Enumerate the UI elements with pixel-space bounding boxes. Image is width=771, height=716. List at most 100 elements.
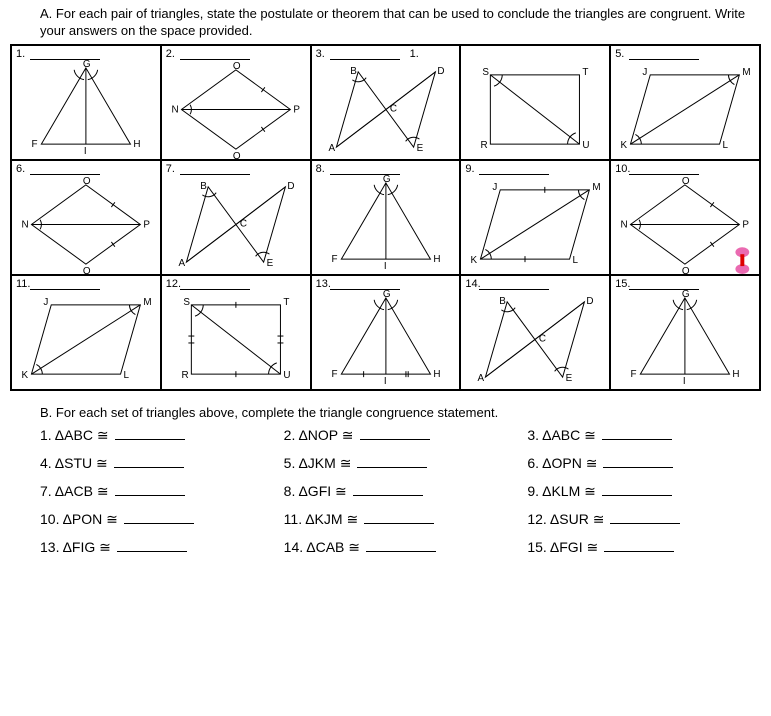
svg-text:O: O <box>83 176 91 187</box>
answer-blank[interactable] <box>629 48 699 60</box>
answer-blank[interactable] <box>479 163 549 175</box>
answer-blank[interactable] <box>330 163 400 175</box>
svg-text:E: E <box>266 258 273 269</box>
svg-text:T: T <box>583 67 589 78</box>
svg-text:G: G <box>383 290 391 300</box>
svg-text:T: T <box>283 297 289 308</box>
congruence-statement: 8. ΔGFI ≅ <box>284 482 518 500</box>
stmt-text: 12. ΔSUR ≅ <box>527 511 604 528</box>
answer-blank[interactable] <box>479 278 549 290</box>
stmt-text: 2. ΔNOP ≅ <box>284 427 354 444</box>
svg-text:I: I <box>384 261 387 272</box>
grid-cell: 15. G F I H <box>610 275 760 390</box>
svg-text:S: S <box>183 297 190 308</box>
congruence-statement: 10. ΔPON ≅ <box>40 510 274 528</box>
grid-cell: S T R U <box>460 45 610 160</box>
grid-cell: 5. J M K L <box>610 45 760 160</box>
stmt-text: 8. ΔGFI ≅ <box>284 483 347 500</box>
answer-blank[interactable] <box>180 278 250 290</box>
triangle-grid: 1. G F I H2. O P Q N3.1. B D A E C <box>10 44 761 391</box>
answer-blank[interactable] <box>180 163 250 175</box>
grid-cell: 8. G F I H <box>311 160 461 275</box>
svg-text:R: R <box>181 370 188 381</box>
stmt-blank[interactable] <box>602 426 672 440</box>
section-a-text: For each pair of triangles, state the po… <box>40 6 745 38</box>
stmt-text: 3. ΔABC ≅ <box>527 427 596 444</box>
svg-text:H: H <box>733 369 740 380</box>
svg-text:A: A <box>178 258 185 269</box>
svg-text:H: H <box>433 369 440 380</box>
cell-number: 1. <box>16 48 25 60</box>
svg-text:B: B <box>350 66 357 77</box>
stmt-blank[interactable] <box>114 454 184 468</box>
cell-number: 13. <box>316 278 331 290</box>
stmt-blank[interactable] <box>357 454 427 468</box>
grid-cell: 12. S T R U <box>161 275 311 390</box>
cell-number: 8. <box>316 163 325 175</box>
grid-cell: 9. J M K L <box>460 160 610 275</box>
svg-text:U: U <box>583 140 590 151</box>
stmt-text: 5. ΔJKM ≅ <box>284 455 352 472</box>
stmt-blank[interactable] <box>602 482 672 496</box>
stmt-blank[interactable] <box>115 482 185 496</box>
answer-blank[interactable] <box>330 278 400 290</box>
svg-text:A: A <box>328 143 335 154</box>
stmt-blank[interactable] <box>117 538 187 552</box>
svg-text:F: F <box>331 369 337 380</box>
stmt-text: 15. ΔFGI ≅ <box>527 539 598 556</box>
triangle-diagram: J M K L <box>12 290 160 389</box>
stmt-blank[interactable] <box>604 538 674 552</box>
congruence-statement: 12. ΔSUR ≅ <box>527 510 761 528</box>
grid-cell: 3.1. B D A E C <box>311 45 461 160</box>
answer-blank[interactable] <box>30 163 100 175</box>
answer-blank[interactable] <box>30 278 100 290</box>
svg-text:G: G <box>383 175 391 185</box>
cell-number: 14. <box>465 278 480 290</box>
svg-text:F: F <box>331 254 337 265</box>
grid-cell: 10. O P Q N <box>610 160 760 275</box>
statements-grid: 1. ΔABC ≅2. ΔNOP ≅3. ΔABC ≅4. ΔSTU ≅5. Δ… <box>40 426 761 556</box>
triangle-diagram: S T R U <box>461 60 609 159</box>
congruence-statement: 3. ΔABC ≅ <box>527 426 761 444</box>
cell-number: 7. <box>166 163 175 175</box>
svg-text:Q: Q <box>682 266 690 274</box>
svg-text:D: D <box>587 296 594 307</box>
stmt-blank[interactable] <box>366 538 436 552</box>
svg-text:P: P <box>293 104 300 115</box>
answer-blank[interactable] <box>330 48 400 60</box>
stmt-blank[interactable] <box>610 510 680 524</box>
svg-text:I: I <box>84 146 87 157</box>
svg-text:J: J <box>643 67 648 78</box>
stmt-blank[interactable] <box>115 426 185 440</box>
stmt-blank[interactable] <box>124 510 194 524</box>
triangle-diagram: G F I H <box>611 290 759 389</box>
answer-blank[interactable] <box>30 48 100 60</box>
section-b-text: For each set of triangles above, complet… <box>56 405 498 420</box>
grid-cell: 6. O P Q N <box>11 160 161 275</box>
svg-text:G: G <box>83 60 91 70</box>
svg-text:J: J <box>493 182 498 193</box>
stmt-blank[interactable] <box>360 426 430 440</box>
answer-blank[interactable] <box>629 278 699 290</box>
svg-text:G: G <box>682 290 690 300</box>
congruence-statement: 9. ΔKLM ≅ <box>527 482 761 500</box>
cell-number: 9. <box>465 163 474 175</box>
svg-text:C: C <box>240 218 247 229</box>
answer-blank[interactable] <box>629 163 699 175</box>
svg-text:D: D <box>287 181 294 192</box>
section-b: B. For each set of triangles above, comp… <box>40 405 761 556</box>
triangle-diagram: O P Q N <box>611 175 759 274</box>
svg-text:S: S <box>483 67 490 78</box>
svg-text:F: F <box>631 369 637 380</box>
svg-text:I: I <box>384 376 387 387</box>
stmt-blank[interactable] <box>603 454 673 468</box>
triangle-diagram: G F I H <box>312 175 460 274</box>
stmt-blank[interactable] <box>353 482 423 496</box>
grid-cell: 11. J M K L <box>11 275 161 390</box>
triangle-diagram: J M K L <box>611 60 759 159</box>
stmt-blank[interactable] <box>364 510 434 524</box>
svg-text:B: B <box>200 181 207 192</box>
congruence-statement: 2. ΔNOP ≅ <box>284 426 518 444</box>
svg-text:C: C <box>539 333 546 344</box>
answer-blank[interactable] <box>180 48 250 60</box>
